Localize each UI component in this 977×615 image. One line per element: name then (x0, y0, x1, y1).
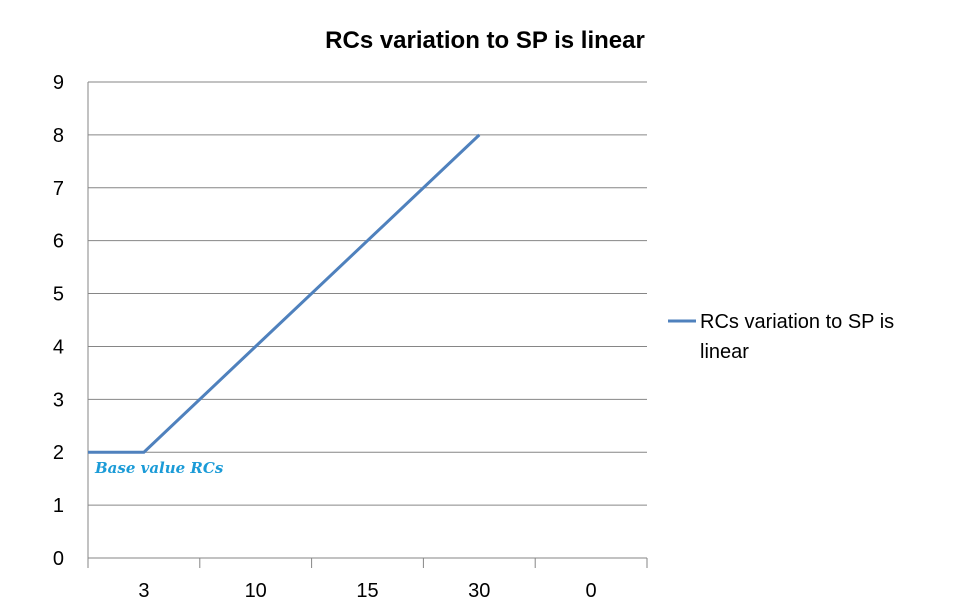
x-tick-label-2: 15 (356, 580, 378, 602)
x-tick-label-1: 10 (245, 580, 267, 602)
gridlines (88, 81, 647, 506)
y-axis-ticks: 0 1 2 3 4 5 6 7 8 9 (53, 72, 64, 570)
legend-label-line-1: RCs variation to SP is (700, 311, 894, 333)
legend-label-line-2: linear (700, 341, 749, 363)
y-tick-label-6: 6 (53, 231, 64, 253)
x-tick-label-3: 30 (468, 580, 490, 602)
base-value-annotation: Base value RCs (94, 459, 224, 477)
series-line (88, 133, 481, 454)
y-tick-label-0: 0 (53, 548, 64, 570)
y-tick-label-2: 2 (53, 442, 64, 464)
axes (87, 82, 648, 568)
y-tick-label-3: 3 (53, 389, 64, 411)
y-tick-label-4: 4 (53, 336, 64, 358)
x-tick-label-0: 3 (138, 580, 149, 602)
x-axis-ticks: 3 10 15 30 0 (138, 580, 596, 602)
y-tick-label-5: 5 (53, 284, 64, 306)
legend: RCs variation to SP is linear (668, 311, 900, 363)
y-tick-label-9: 9 (53, 72, 64, 94)
y-tick-label-8: 8 (53, 125, 64, 147)
y-tick-label-7: 7 (53, 178, 64, 200)
x-tick-label-4: 0 (586, 580, 597, 602)
chart-title: RCs variation to SP is linear (325, 27, 645, 54)
y-tick-label-1: 1 (53, 495, 64, 517)
legend-label: RCs variation to SP is linear (700, 311, 900, 363)
